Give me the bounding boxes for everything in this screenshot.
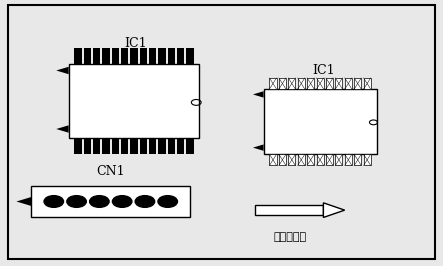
Bar — [307, 154, 314, 165]
Bar — [168, 48, 175, 64]
Bar — [298, 78, 305, 89]
Bar — [307, 78, 314, 89]
Bar — [335, 154, 342, 165]
Circle shape — [89, 196, 109, 207]
Bar — [69, 64, 199, 138]
Bar — [121, 48, 128, 64]
Bar — [345, 154, 352, 165]
Bar — [279, 154, 286, 165]
Bar — [140, 138, 147, 154]
Bar — [74, 48, 82, 64]
Bar — [298, 154, 305, 165]
Bar — [130, 138, 137, 154]
Bar — [335, 78, 342, 89]
Polygon shape — [323, 203, 345, 218]
Bar — [93, 48, 100, 64]
Text: IC1: IC1 — [124, 38, 147, 50]
Bar — [288, 154, 295, 165]
Circle shape — [113, 196, 132, 207]
Bar — [140, 48, 147, 64]
Bar — [316, 154, 323, 165]
Polygon shape — [56, 67, 69, 74]
Text: IC1: IC1 — [312, 64, 335, 77]
Bar — [177, 48, 184, 64]
Circle shape — [44, 196, 63, 207]
Bar — [364, 78, 371, 89]
Bar — [326, 154, 333, 165]
Bar — [159, 48, 166, 64]
Bar — [121, 138, 128, 154]
Bar — [264, 89, 377, 154]
Bar — [177, 138, 184, 154]
Polygon shape — [16, 197, 31, 206]
Bar — [84, 48, 91, 64]
Polygon shape — [56, 125, 69, 133]
Bar — [187, 48, 194, 64]
Bar — [279, 78, 286, 89]
Bar — [31, 186, 190, 217]
Bar — [74, 138, 82, 154]
Circle shape — [158, 196, 178, 207]
Bar — [326, 78, 333, 89]
Bar — [255, 205, 323, 215]
Text: 过波峰方向: 过波峰方向 — [274, 232, 307, 242]
Bar — [269, 78, 276, 89]
Polygon shape — [253, 91, 264, 98]
Bar — [112, 138, 119, 154]
Bar — [84, 138, 91, 154]
Bar — [354, 154, 361, 165]
Bar — [316, 78, 323, 89]
Bar — [288, 78, 295, 89]
Bar — [93, 138, 100, 154]
Bar — [149, 48, 156, 64]
Bar — [102, 138, 109, 154]
Bar — [269, 154, 276, 165]
Bar — [168, 138, 175, 154]
Bar — [364, 154, 371, 165]
Bar — [159, 138, 166, 154]
Bar — [112, 48, 119, 64]
Bar — [187, 138, 194, 154]
Bar — [130, 48, 137, 64]
Bar — [149, 138, 156, 154]
Bar — [354, 78, 361, 89]
Polygon shape — [253, 144, 264, 151]
Circle shape — [67, 196, 86, 207]
Bar — [345, 78, 352, 89]
Text: CN1: CN1 — [97, 165, 125, 178]
Bar — [102, 48, 109, 64]
Circle shape — [135, 196, 155, 207]
